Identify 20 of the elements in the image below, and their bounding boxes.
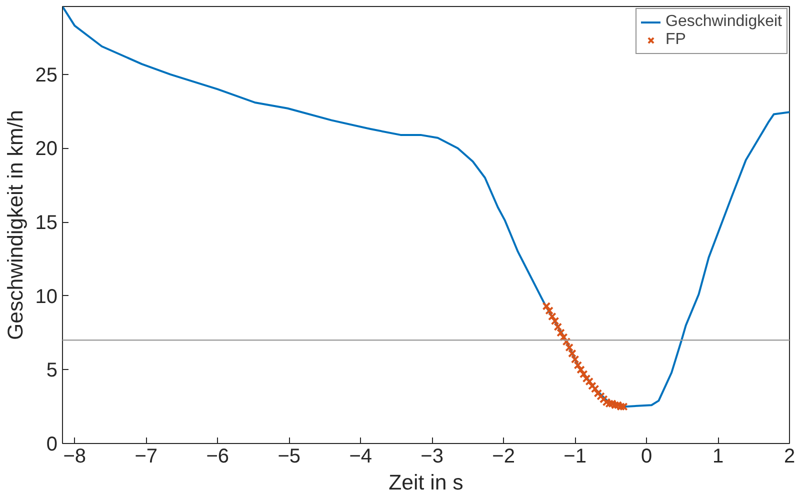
y-tick-label: 5 <box>46 360 58 382</box>
x-tick-label: −8 <box>63 446 86 468</box>
x-tick-label: −6 <box>206 446 230 468</box>
x-tick-label: −2 <box>492 446 515 468</box>
y-tick-label: 10 <box>35 286 58 308</box>
legend-label: FP <box>666 31 686 49</box>
x-tick-label: −3 <box>420 446 444 468</box>
x-tick-label: −5 <box>278 446 301 468</box>
y-tick-label: 20 <box>35 138 58 160</box>
y-tick-label: 25 <box>35 64 58 86</box>
x-axis-title: Zeit in s <box>388 470 464 494</box>
legend-label: Geschwindigkeit <box>666 13 782 31</box>
y-axis-title: Geschwindigkeit in km/h <box>3 110 28 340</box>
x-tick-label: −1 <box>564 446 586 468</box>
x-tick-label: 2 <box>784 446 796 468</box>
x-tick-label: 0 <box>640 446 652 468</box>
x-tick-label: −4 <box>349 446 372 468</box>
x-tick-label: −7 <box>134 446 158 468</box>
y-tick-label: 15 <box>35 212 58 234</box>
x-tick-label: 1 <box>712 446 724 468</box>
